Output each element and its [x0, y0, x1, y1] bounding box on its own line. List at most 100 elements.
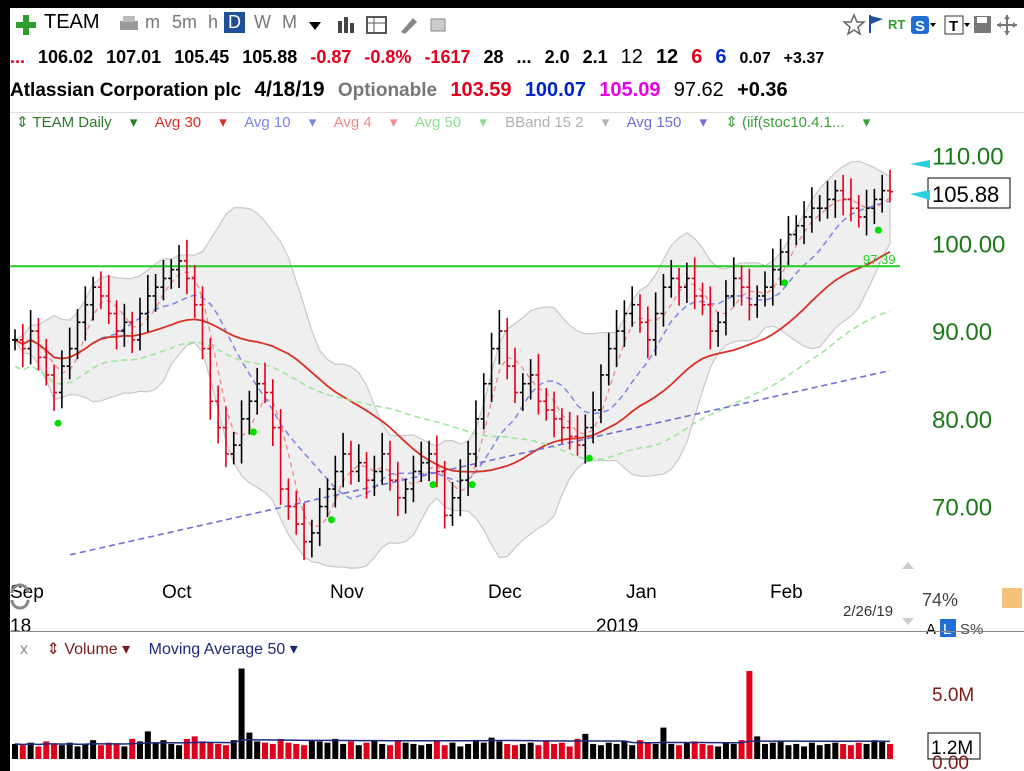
legend-avg50[interactable]: Avg 50 ▾ [414, 114, 487, 131]
volume-bar [176, 745, 183, 759]
volume-bar [707, 745, 714, 759]
period-w[interactable]: W [254, 12, 271, 32]
volume-bar [293, 743, 300, 759]
volume-bar [152, 742, 159, 759]
volume-bar [840, 743, 847, 759]
volume-bar [769, 742, 776, 759]
signal-dot [249, 428, 257, 436]
price-bar [19, 324, 26, 368]
horizontal-line-label: 97.39 [863, 252, 896, 267]
table-icon[interactable] [366, 15, 388, 35]
legend-volume[interactable]: ⇕ Volume ▾ [46, 641, 131, 658]
save-icon[interactable] [972, 14, 994, 36]
avg10-line [14, 200, 891, 500]
price-bar [43, 338, 50, 386]
quote-v21: 2.1 [582, 47, 608, 67]
legend-volume-ma[interactable]: Moving Average 50 ▾ [148, 641, 298, 658]
pencil-tool-icon[interactable] [1002, 588, 1022, 608]
period-m[interactable]: m [145, 12, 160, 32]
realtime-badge[interactable]: RT [888, 17, 906, 32]
signal-dot [328, 516, 335, 524]
volume-bar [387, 745, 393, 759]
refresh-icon[interactable] [10, 583, 30, 610]
price-bar [262, 362, 268, 404]
price-bar [347, 440, 354, 485]
volume-bar [144, 731, 151, 759]
y-tick-label: 80.00 [932, 407, 992, 434]
volume-chart[interactable]: 5.0M 1.2M 0.00 [10, 661, 1024, 771]
legend-bband[interactable]: BBand 15 2 ▾ [505, 114, 610, 131]
chevron-down-icon[interactable] [308, 20, 322, 32]
move-icon[interactable] [996, 14, 1018, 36]
price-bar [410, 455, 417, 503]
legend-chart[interactable]: ⇕ TEAM Daily ▾ [16, 114, 138, 131]
legend-avg10[interactable]: Avg 10 ▾ [244, 114, 317, 131]
scale-auto-button[interactable]: A [926, 621, 936, 638]
volume-bar [605, 742, 612, 759]
quote-dots2: ... [516, 47, 532, 67]
price-bar [887, 169, 893, 203]
price-bar [387, 440, 393, 491]
volume-bar [722, 742, 729, 759]
volume-bar [738, 740, 745, 759]
period-h[interactable]: h [208, 12, 219, 32]
price-bar [644, 306, 651, 359]
scroll-up-icon[interactable] [902, 562, 914, 569]
price-bar [465, 440, 472, 497]
volume-bar [879, 741, 886, 759]
price-bar [152, 274, 159, 312]
symbol-field[interactable]: TEAM [44, 11, 100, 33]
volume-tick-0: 0.00 [932, 753, 969, 771]
volume-bar [457, 746, 464, 759]
avg150-line [69, 369, 891, 556]
bar-chart-icon[interactable] [336, 15, 358, 35]
volume-bar [863, 743, 870, 759]
period-mo[interactable]: M [282, 12, 297, 32]
period-5m[interactable]: 5m [172, 12, 198, 32]
pencil-icon[interactable] [398, 15, 420, 35]
volume-bar [316, 741, 323, 759]
price-bar [855, 195, 862, 228]
legend-avg150[interactable]: Avg 150 ▾ [626, 114, 708, 131]
signal-dot [468, 481, 476, 489]
volume-bar [582, 733, 589, 759]
volume-bar [301, 745, 308, 759]
y-tick-label: 90.00 [932, 319, 992, 346]
company-name: Atlassian Corporation plc [10, 80, 242, 101]
scale-pct-button[interactable]: S% [960, 621, 983, 638]
close-pane-icon[interactable]: x [20, 641, 28, 658]
flag-icon[interactable] [868, 13, 886, 35]
price-bar [840, 174, 847, 216]
quote-row: ... 106.02 107.01 105.45 105.88 -0.87 -0… [10, 46, 1024, 69]
volume-bar [27, 742, 34, 759]
legend-avg30[interactable]: Avg 30 ▾ [154, 114, 227, 131]
avg30-line [14, 251, 891, 473]
volume-bar [121, 746, 128, 759]
price-bar [90, 276, 97, 321]
star-icon[interactable] [842, 13, 866, 37]
volume-bar [43, 741, 50, 759]
volume-bar [613, 743, 620, 759]
legend-avg4[interactable]: Avg 4 ▾ [333, 114, 398, 131]
eraser-icon[interactable] [428, 15, 450, 35]
scroll-down-icon[interactable] [902, 618, 914, 625]
volume-bar [355, 745, 362, 759]
volume-bar [558, 742, 565, 759]
legend-stoc[interactable]: ⇕ (iif(stoc10.4.1... ▾ [725, 114, 871, 131]
scale-log-button[interactable]: L [943, 621, 951, 638]
add-symbol-icon[interactable] [14, 13, 38, 37]
price-bar [402, 478, 409, 514]
price-bar [82, 286, 89, 341]
volume-bar [808, 742, 815, 759]
volume-bar [246, 732, 253, 759]
volume-bar [347, 741, 354, 759]
price-bar [566, 411, 573, 450]
price-bar [183, 239, 190, 295]
price-bar [426, 440, 433, 482]
period-d[interactable]: D [224, 12, 245, 33]
printer-icon[interactable] [118, 15, 140, 35]
t-button-icon[interactable]: T [944, 14, 970, 36]
s-button-icon[interactable]: S [910, 14, 936, 36]
